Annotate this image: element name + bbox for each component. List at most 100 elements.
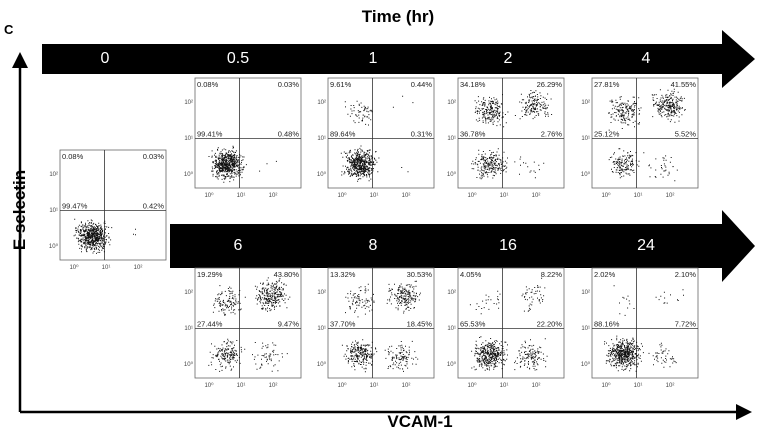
quadrant-label: 0.03% (278, 80, 300, 89)
quadrant-label: 4.05% (460, 270, 482, 279)
quadrant-label: 22.20% (537, 320, 563, 329)
quadrant-label: 89.64% (330, 130, 356, 139)
event-dots (604, 335, 644, 372)
event-dots (471, 148, 508, 180)
y-tick-label: 10² (447, 290, 456, 296)
event-dots (340, 145, 380, 182)
x-tick-label: 10¹ (634, 383, 643, 389)
y-tick-label: 10⁰ (581, 171, 591, 178)
x-tick-label: 10⁰ (601, 382, 611, 389)
event-dots (471, 336, 508, 371)
event-dots (608, 96, 642, 131)
quadrant-label: 27.44% (197, 320, 223, 329)
x-tick-label: 10¹ (237, 383, 246, 389)
x-tick-label: 10⁰ (69, 264, 79, 271)
quadrant-label: 37.70% (330, 320, 356, 329)
event-dots (345, 283, 375, 318)
quadrant-label: 25.12% (594, 130, 620, 139)
event-dots (514, 338, 548, 371)
panel-label: C (4, 22, 14, 37)
quadrant-label: 19.29% (197, 270, 223, 279)
quadrant-label: 26.29% (537, 80, 563, 89)
event-dots (254, 277, 291, 312)
y-tick-label: 10⁰ (184, 361, 194, 368)
quadrant-label: 30.53% (407, 270, 433, 279)
y-tick-label: 10² (184, 290, 193, 296)
y-tick-label: 10¹ (581, 136, 590, 142)
y-tick-label: 10² (447, 100, 456, 106)
x-tick-label: 10⁰ (204, 382, 214, 389)
x-tick-label: 10² (269, 193, 278, 199)
quadrant-label: 99.47% (62, 202, 88, 211)
x-tick-label: 10² (532, 193, 541, 199)
y-tick-label: 10¹ (581, 326, 590, 332)
y-tick-label: 10² (184, 100, 193, 106)
x-tick-label: 10² (532, 383, 541, 389)
event-dots (514, 90, 553, 120)
time-label: 24 (637, 237, 655, 254)
quadrant-label: 7.72% (675, 320, 697, 329)
quadrant-label: 0.48% (278, 130, 300, 139)
x-tick-label: 10⁰ (337, 382, 347, 389)
x-tick-label: 10⁰ (467, 382, 477, 389)
x-tick-label: 10¹ (500, 193, 509, 199)
title: Time (hr) (362, 7, 434, 26)
x-tick-label: 10¹ (370, 193, 379, 199)
time-label: 0 (101, 50, 110, 67)
event-dots (208, 338, 246, 372)
quadrant-label: 34.18% (460, 80, 486, 89)
x-axis-label: VCAM-1 (387, 412, 452, 431)
quadrant-label: 65.53% (460, 320, 486, 329)
quadrant-label: 0.31% (411, 130, 433, 139)
event-dots (344, 100, 373, 126)
y-tick-label: 10² (317, 290, 326, 296)
event-dots (655, 289, 684, 304)
quadrant-label: 9.47% (278, 320, 300, 329)
y-tick-label: 10¹ (447, 326, 456, 332)
x-tick-label: 10⁰ (204, 192, 214, 199)
quadrant-label: 27.81% (594, 80, 620, 89)
y-tick-label: 10² (581, 290, 590, 296)
x-arrowhead (736, 404, 752, 420)
y-tick-label: 10¹ (317, 136, 326, 142)
quadrant-label: 2.76% (541, 130, 563, 139)
x-tick-label: 10² (666, 383, 675, 389)
x-tick-label: 10¹ (370, 383, 379, 389)
y-tick-label: 10² (581, 100, 590, 106)
y-tick-label: 10⁰ (184, 171, 194, 178)
y-tick-label: 10⁰ (49, 243, 59, 250)
quadrant-label: 43.80% (274, 270, 300, 279)
event-dots (212, 285, 246, 316)
x-tick-label: 10⁰ (601, 192, 611, 199)
x-tick-label: 10⁰ (467, 192, 477, 199)
plot-frame (194, 77, 302, 189)
quadrant-label: 0.42% (143, 202, 165, 211)
y-tick-label: 10¹ (184, 326, 193, 332)
event-dots (651, 88, 686, 123)
quadrant-label: 8.22% (541, 270, 563, 279)
time-arrow-bottom (170, 210, 755, 282)
quadrant-label: 2.10% (675, 270, 697, 279)
quadrant-label: 41.55% (671, 80, 697, 89)
y-tick-label: 10⁰ (317, 171, 327, 178)
quadrant-label: 9.61% (330, 80, 352, 89)
quadrant-label: 0.03% (143, 152, 165, 161)
quadrant-label: 0.08% (62, 152, 84, 161)
y-axis-label: E-selectin (10, 170, 29, 250)
time-label: 6 (234, 237, 243, 254)
time-label: 2 (504, 50, 513, 67)
y-tick-label: 10⁰ (581, 361, 591, 368)
quadrant-label: 0.44% (411, 80, 433, 89)
time-label: 16 (499, 237, 517, 254)
event-dots (341, 339, 378, 373)
event-dots (474, 94, 509, 128)
plot-frame (457, 77, 565, 189)
time-arrow-top (42, 30, 755, 88)
x-tick-label: 10² (402, 193, 411, 199)
quadrant-label: 13.32% (330, 270, 356, 279)
event-dots (133, 228, 136, 236)
x-tick-label: 10² (402, 383, 411, 389)
quadrant-label: 5.52% (675, 130, 697, 139)
x-tick-label: 10¹ (634, 193, 643, 199)
